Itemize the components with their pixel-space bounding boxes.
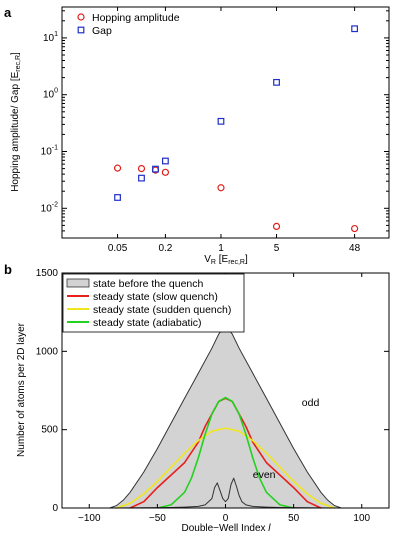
a-point-hopping [351, 224, 359, 233]
a-point-hopping [272, 222, 281, 231]
a-point-gap [162, 157, 169, 165]
a-y-tick-label: 101 [43, 31, 58, 44]
a-x-tick-label: 0.2 [158, 243, 172, 254]
panel-b-letter: b [4, 262, 12, 277]
a-point-gap [273, 78, 280, 86]
panel-b-x-axis-label: Double−Well Index l [181, 523, 271, 534]
a-point-gap [114, 194, 121, 201]
b-x-tick-label: 100 [353, 513, 370, 524]
a-x-tick-label: 0.05 [108, 243, 128, 254]
a-x-tick-label: 5 [274, 243, 280, 254]
a-x-tick-label: 1 [218, 243, 224, 254]
a-point-gap [152, 165, 159, 173]
panel-b-y-axis-label: Number of atoms per 2D layer [16, 322, 27, 457]
b-legend-box [62, 273, 245, 333]
a-point-gap [351, 25, 359, 33]
panel-a-axes: 0.05 0.2 1 5 48 10-2 10-1 100 101 [41, 7, 389, 254]
a-point-hopping [137, 164, 146, 173]
b-legend-label: state before the quench [93, 278, 203, 290]
a-y-tick-label: 10-1 [41, 145, 58, 158]
a-legend-label: Hopping amplitude [92, 12, 180, 24]
b-legend-label: steady state (adiabatic) [93, 317, 202, 329]
b-x-tick-label: −50 [149, 513, 166, 524]
panel-b-marks [96, 324, 355, 509]
panel-b-annotations: odd even [253, 397, 320, 481]
a-point-gap [217, 117, 225, 125]
a-y-tick-label: 10-2 [41, 201, 58, 214]
b-line-steady-state-adiabatic [157, 396, 294, 509]
b-x-tick-label: 0 [223, 513, 229, 524]
panel-a-plot-area [61, 6, 390, 239]
b-y-tick-label: 1500 [36, 268, 59, 279]
panel-a-letter: a [4, 5, 12, 20]
panel-a-marks [113, 25, 359, 233]
b-y-tick-label: 500 [41, 425, 58, 436]
a-legend-marker [77, 26, 85, 34]
b-y-tick-label: 1000 [36, 346, 59, 357]
a-point-hopping [161, 168, 170, 176]
a-point-hopping [217, 184, 225, 192]
b-legend-swatch [66, 278, 90, 288]
b-annotation-odd: odd [302, 397, 320, 409]
a-x-tick-label: 48 [349, 243, 361, 254]
a-point-gap [138, 174, 145, 182]
b-line-steady-state-sudden-quench [116, 427, 335, 509]
b-x-tick-label: 50 [288, 513, 300, 524]
b-x-tick-label: −100 [78, 513, 101, 524]
panel-a-y-axis-label: Hopping amplitude/ Gap [Erec,R] [10, 52, 22, 192]
a-y-tick-label: 100 [43, 88, 58, 101]
a-legend-marker [77, 13, 85, 21]
b-legend-label: steady state (sudden quench) [93, 304, 231, 316]
b-legend-label: steady state (slow quench) [93, 291, 218, 303]
a-point-hopping [113, 164, 122, 172]
b-line-even [116, 477, 335, 509]
panel-a: a 0.05 0.2 1 5 48 10-2 10-1 100 101 Hopping ampl… [4, 5, 390, 266]
panel-a-x-axis-label: VR [Erec,R] [204, 254, 248, 266]
b-y-tick-label: 0 [52, 503, 58, 514]
b-annotation-even: even [253, 469, 276, 481]
a-legend-label: Gap [92, 25, 112, 37]
